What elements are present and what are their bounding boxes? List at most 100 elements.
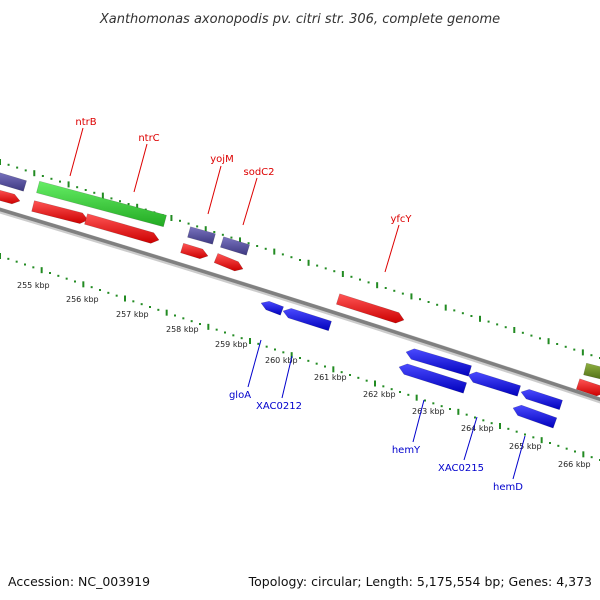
outer-dot: [539, 337, 541, 340]
scale-dot: [424, 399, 426, 402]
scale-dot: [174, 314, 176, 317]
scale-dot: [432, 402, 435, 405]
gene-labels: ntrB ntrC yojM sodC2 yfcY gloA XAC0212 hemY XAC0…: [69, 117, 526, 493]
outer-dot: [221, 233, 224, 236]
outer-dot: [324, 267, 327, 270]
outer-dot: [101, 192, 104, 199]
scale-dot: [82, 281, 85, 288]
outer-dot: [110, 197, 113, 200]
outer-dot: [504, 326, 507, 329]
gene-label: yojM: [210, 154, 233, 165]
scale-dot: [440, 405, 443, 408]
map-title: Xanthomonas axonopodis pv. citri str. 30…: [99, 12, 500, 27]
scale-dot: [474, 416, 476, 419]
feature-reverse-cds: [512, 404, 558, 429]
gene-label: hemD: [493, 482, 523, 493]
scale-dot: [357, 376, 360, 379]
scale-dot: [57, 274, 60, 277]
feature-reverse-cds: [398, 363, 467, 394]
scale-dot: [249, 338, 251, 344]
scale-dot: [265, 345, 268, 348]
scale-label: 260 kbp: [265, 356, 298, 365]
scale-dot: [415, 394, 418, 401]
outer-dot: [556, 343, 559, 345]
outer-dot: [384, 287, 387, 289]
outer-dot: [170, 215, 173, 221]
label-leader: [242, 177, 258, 226]
outer-dot: [93, 191, 96, 194]
outer-dot: [179, 219, 181, 222]
label-leader: [247, 339, 262, 388]
outer-dot: [281, 253, 284, 256]
scale-dot: [507, 427, 510, 430]
label-leader: [133, 143, 148, 193]
scale-labels: 255 kbp 256 kbp 257 kbp 258 kbp 259 kbp 260 k…: [17, 281, 591, 469]
outer-dot: [496, 323, 499, 326]
scale-label: 265 kbp: [509, 442, 542, 451]
scale-dot: [282, 351, 285, 354]
feature-forward-cds: [31, 200, 89, 224]
scale-dot: [499, 423, 501, 429]
accession-text: Accession: NC_003919: [8, 574, 150, 589]
outer-dot: [41, 175, 44, 177]
scale-dot: [215, 328, 218, 331]
outer-dot: [187, 222, 190, 225]
outer-dot: [350, 275, 353, 278]
scale-dot: [382, 385, 385, 388]
scale-dot: [449, 408, 451, 410]
outer-dot: [581, 349, 584, 356]
outer-dot: [376, 282, 379, 289]
outer-dot: [204, 226, 207, 233]
feature-other: [187, 226, 216, 245]
scale-dot: [7, 257, 10, 260]
label-leader: [412, 399, 425, 443]
scale-dot: [24, 263, 26, 266]
outer-dot: [436, 303, 439, 306]
outer-dot: [367, 281, 370, 284]
gene-label: gloA: [229, 390, 251, 401]
scale-dot: [290, 352, 293, 359]
scale-dot: [140, 303, 143, 306]
scale-dot: [240, 337, 243, 340]
scale-dot: [549, 442, 551, 444]
scale-dot: [332, 366, 335, 373]
scale-dot: [199, 323, 201, 325]
scale-dot: [157, 308, 160, 311]
outer-dot: [196, 225, 199, 228]
gene-label: ntrC: [138, 133, 159, 144]
genome-backbone: [0, 207, 600, 402]
feature-forward-cds: [575, 378, 600, 397]
scale-dot: [457, 408, 460, 415]
scale-dot: [515, 430, 518, 433]
outer-dot: [144, 208, 147, 211]
gene-label: hemY: [392, 445, 421, 456]
scale-dot: [257, 342, 260, 345]
outer-dot: [67, 181, 70, 188]
scale-dot: [49, 272, 51, 274]
outer-dot: [299, 259, 301, 261]
scale-dot: [340, 371, 343, 374]
scale-dot: [124, 295, 126, 302]
scale-label: 257 kbp: [116, 310, 149, 319]
outer-dot: [307, 259, 310, 266]
scale-dot: [207, 323, 210, 330]
outer-dot: [84, 189, 87, 191]
scale-dot: [574, 450, 576, 453]
outer-dot: [213, 231, 216, 233]
scale-dot: [299, 357, 301, 359]
outer-dot: [479, 315, 481, 322]
outer-dot: [316, 264, 319, 267]
outer-dot: [590, 354, 593, 357]
outer-dot: [564, 345, 567, 348]
outer-dot-track: [0, 159, 600, 359]
feature-forward-cds: [84, 213, 160, 244]
feature-forward-cds: [336, 293, 405, 324]
outer-dot: [7, 163, 10, 166]
label-leader: [463, 416, 478, 461]
feature-rna: [36, 180, 167, 228]
scale-dot: [115, 294, 118, 297]
outer-dot: [461, 312, 464, 315]
scale-dot: [90, 286, 93, 289]
outer-dot: [547, 338, 550, 345]
outer-dot: [290, 256, 293, 259]
